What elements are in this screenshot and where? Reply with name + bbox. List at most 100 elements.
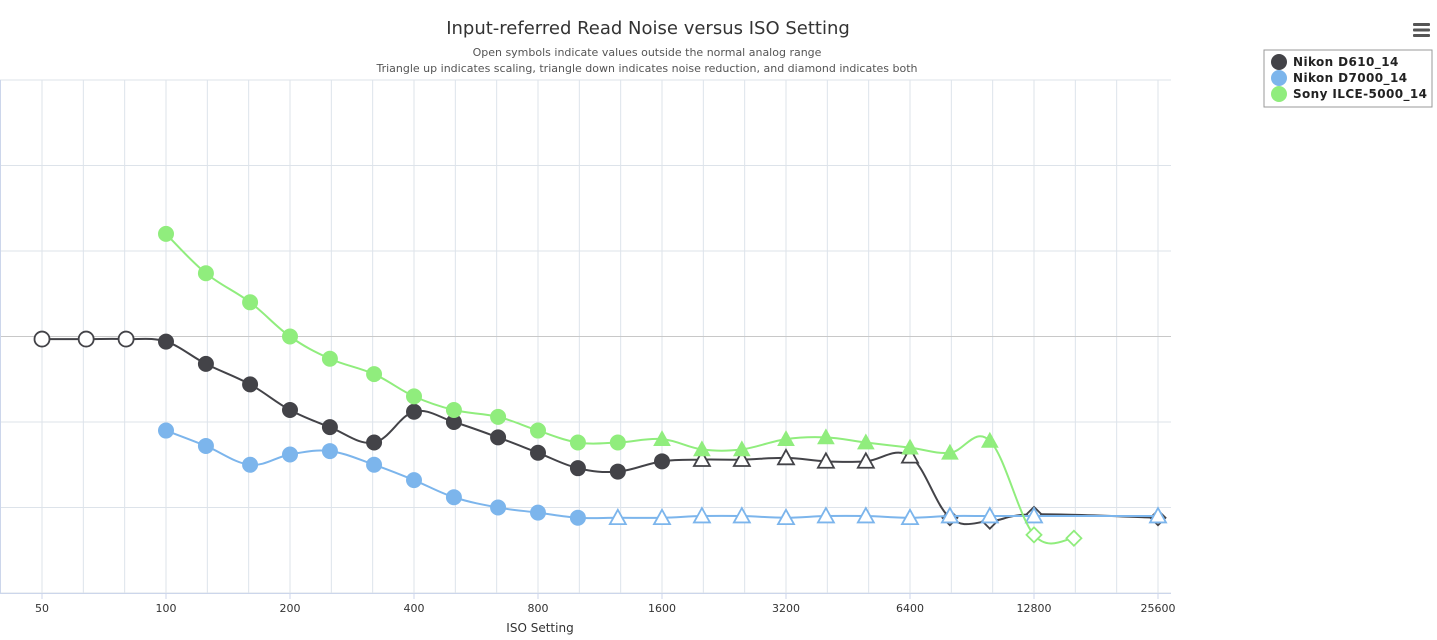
data-point-marker[interactable]: [692, 506, 712, 524]
data-point-marker[interactable]: [490, 408, 507, 425]
data-point-marker[interactable]: [282, 402, 298, 419]
data-point-marker[interactable]: [609, 434, 626, 451]
data-point-marker[interactable]: [1025, 526, 1043, 544]
data-point-marker[interactable]: [490, 499, 507, 516]
chart-title: Input-referred Read Noise versus ISO Set…: [446, 18, 850, 39]
data-point-marker[interactable]: [692, 449, 712, 467]
x-tick-label: 800: [528, 602, 549, 615]
data-point-marker[interactable]: [1148, 506, 1168, 524]
data-point-marker[interactable]: [242, 294, 259, 311]
data-point-marker[interactable]: [732, 440, 751, 457]
legend-item[interactable]: Sony ILCE-5000_14: [1271, 86, 1427, 102]
legend-box: [1263, 49, 1433, 108]
legend-item[interactable]: Nikon D7000_14: [1271, 70, 1407, 86]
data-point-marker[interactable]: [530, 504, 546, 521]
data-point-marker[interactable]: [158, 422, 174, 439]
data-point-marker[interactable]: [197, 437, 214, 454]
data-point-marker[interactable]: [530, 422, 546, 439]
data-point-marker[interactable]: [282, 446, 298, 463]
data-point-marker[interactable]: [856, 451, 876, 469]
data-point-marker[interactable]: [158, 333, 174, 350]
data-point-marker[interactable]: [406, 472, 422, 489]
legend-label: Sony ILCE-5000_14: [1293, 87, 1427, 102]
x-tick-label: 200: [280, 602, 301, 615]
data-point-marker[interactable]: [980, 431, 999, 448]
data-point-marker[interactable]: [940, 506, 960, 524]
x-tick-label: 100: [156, 602, 177, 615]
x-tick-label: 50: [35, 602, 49, 615]
data-point-marker[interactable]: [530, 444, 546, 461]
data-point-marker[interactable]: [816, 451, 836, 469]
data-point-marker[interactable]: [732, 449, 752, 467]
data-point-marker[interactable]: [941, 443, 959, 460]
data-point-marker[interactable]: [158, 225, 174, 242]
data-point-marker[interactable]: [366, 434, 383, 451]
data-point-marker[interactable]: [777, 430, 795, 446]
data-point-marker[interactable]: [321, 350, 338, 367]
chart-axes: ISO Setting 50 100 200 400 800 1600 3200 6400 12…: [35, 593, 1176, 635]
series-0: [33, 330, 1167, 530]
data-point-marker[interactable]: [608, 507, 628, 526]
data-point-marker[interactable]: [77, 330, 95, 348]
data-point-marker[interactable]: [653, 430, 671, 446]
data-point-marker[interactable]: [569, 434, 586, 451]
data-point-marker[interactable]: [652, 507, 672, 526]
data-point-marker[interactable]: [321, 419, 338, 436]
chart-header: Input-referred Read Noise versus ISO Set…: [375, 18, 917, 75]
data-point-marker[interactable]: [569, 509, 586, 526]
chart-subtitle-line-1: Open symbols indicate values outside the…: [473, 46, 822, 59]
data-point-marker[interactable]: [776, 507, 796, 526]
data-point-marker[interactable]: [445, 489, 462, 506]
data-point-marker[interactable]: [980, 506, 1000, 524]
legend-marker: [1271, 54, 1287, 70]
x-tick-label: 400: [404, 602, 425, 615]
data-point-marker[interactable]: [445, 402, 462, 419]
data-point-marker[interactable]: [693, 440, 711, 457]
legend-marker: [1271, 86, 1287, 102]
data-point-marker[interactable]: [490, 429, 507, 446]
series-line[interactable]: [41, 337, 1159, 526]
data-point-marker[interactable]: [117, 330, 135, 348]
data-point-marker[interactable]: [856, 506, 876, 524]
data-point-marker[interactable]: [816, 506, 836, 524]
chart-series: [33, 225, 1168, 548]
data-point-marker[interactable]: [282, 328, 298, 345]
data-point-marker[interactable]: [366, 456, 383, 473]
data-point-marker[interactable]: [242, 456, 259, 473]
data-point-marker[interactable]: [406, 403, 422, 420]
data-point-marker[interactable]: [197, 265, 214, 282]
data-point-marker[interactable]: [321, 443, 338, 460]
data-point-marker[interactable]: [900, 446, 920, 464]
data-point-marker[interactable]: [406, 388, 422, 405]
data-point-marker[interactable]: [569, 460, 586, 477]
x-axis-title: ISO Setting: [506, 621, 573, 635]
data-point-marker[interactable]: [1065, 529, 1083, 548]
data-point-marker[interactable]: [197, 355, 214, 372]
data-point-marker[interactable]: [609, 463, 626, 480]
chart-subtitle-line-2: Triangle up indicates scaling, triangle …: [375, 62, 917, 75]
chart-menu-button[interactable]: [1409, 19, 1433, 41]
data-point-marker[interactable]: [242, 376, 259, 393]
data-point-marker[interactable]: [776, 448, 796, 466]
series-line[interactable]: [165, 233, 1075, 545]
legend-marker: [1271, 70, 1287, 86]
data-point-marker[interactable]: [901, 438, 919, 455]
legend-label: Nikon D7000_14: [1293, 71, 1407, 86]
x-tick-label: 12800: [1017, 602, 1052, 615]
legend-item[interactable]: Nikon D610_14: [1271, 54, 1399, 70]
data-point-marker[interactable]: [654, 453, 670, 470]
data-point-marker[interactable]: [900, 507, 920, 526]
series-line[interactable]: [165, 429, 1158, 520]
data-point-marker[interactable]: [33, 330, 51, 348]
x-tick-label: 6400: [896, 602, 924, 615]
data-point-marker[interactable]: [1024, 506, 1044, 524]
data-point-marker[interactable]: [366, 366, 383, 383]
data-point-marker[interactable]: [817, 428, 835, 445]
series-2: [158, 225, 1083, 548]
chart-grid: [0, 79, 1171, 594]
x-tick-label: 3200: [772, 602, 800, 615]
data-point-marker[interactable]: [856, 433, 875, 450]
data-point-marker[interactable]: [732, 506, 752, 524]
hamburger-menu-icon: [1413, 23, 1430, 37]
